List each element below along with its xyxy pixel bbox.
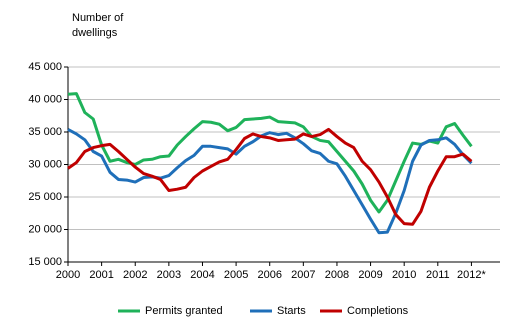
legend-label: Starts	[277, 305, 306, 317]
x-tick-label: 2012*	[457, 269, 486, 281]
y-tick-label: 30 000	[28, 158, 62, 170]
x-tick-label: 2010	[392, 269, 416, 281]
y-tick-label: 40 000	[28, 93, 62, 105]
y-axis-label: Number of	[72, 12, 124, 24]
x-tick-label: 2007	[291, 269, 315, 281]
series-line	[67, 128, 473, 235]
x-tick-label: 2000	[56, 269, 80, 281]
x-tick-label: 2005	[224, 269, 248, 281]
x-tick-label: 2003	[157, 269, 181, 281]
y-tick-label: 20 000	[28, 223, 62, 235]
y-tick-label: 45 000	[28, 61, 62, 73]
legend-label: Completions	[347, 305, 409, 317]
y-tick-label: 15 000	[28, 256, 62, 268]
y-tick-label: 35 000	[28, 126, 62, 138]
x-tick-label: 2006	[257, 269, 281, 281]
y-axis-label: dwellings	[72, 27, 118, 39]
x-tick-label: 2008	[325, 269, 349, 281]
series-line	[67, 92, 473, 214]
x-tick-label: 2009	[358, 269, 382, 281]
legend-label: Permits granted	[145, 305, 223, 317]
series-line	[67, 127, 473, 226]
y-tick-label: 25 000	[28, 191, 62, 203]
x-tick-label: 2001	[89, 269, 113, 281]
x-tick-label: 2011	[426, 269, 450, 281]
x-tick-label: 2004	[190, 269, 214, 281]
x-tick-label: 2002	[123, 269, 147, 281]
